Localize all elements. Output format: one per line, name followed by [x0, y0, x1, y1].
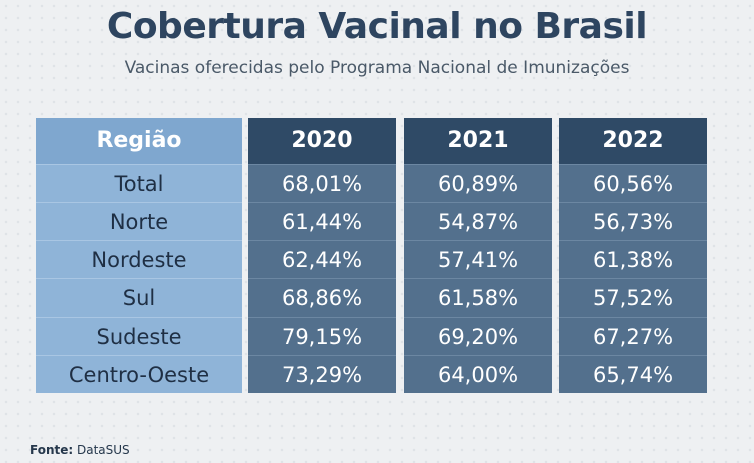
source-value: DataSUS: [77, 443, 130, 457]
region-cell: Sudeste: [36, 316, 242, 355]
value-cell: 57,52%: [559, 278, 707, 316]
year-column-2021: 2021 60,89% 54,87% 57,41% 61,58% 69,20% 64,00…: [404, 118, 552, 393]
value-cell: 61,38%: [559, 240, 707, 278]
value-cell: 69,20%: [404, 316, 552, 355]
year-column-2020: 2020 68,01% 61,44% 62,44% 68,86% 79,15% 73,29…: [248, 118, 396, 393]
value-cell: 68,01%: [248, 164, 396, 202]
header-year-2022: 2022: [559, 118, 707, 164]
value-cell: 73,29%: [248, 354, 396, 393]
region-cell: Centro-Oeste: [36, 354, 242, 393]
region-rows: Total Norte Nordeste Sul Sudeste Centro-Oeste: [36, 164, 242, 393]
source-note: Fonte: DataSUS: [30, 443, 130, 457]
year-column-2022: 2022 60,56% 56,73% 61,38% 57,52% 67,27% 65,74…: [559, 118, 707, 393]
value-cell: 64,00%: [404, 354, 552, 393]
chart-title: Cobertura Vacinal no Brasil: [106, 6, 648, 47]
chart-subtitle: Vacinas oferecidas pelo Programa Naciona…: [124, 58, 630, 78]
value-cell: 62,44%: [248, 240, 396, 278]
region-column: Região Total Norte Nordeste Sul Sudeste Centr…: [36, 118, 242, 393]
region-cell: Total: [36, 164, 242, 202]
rows-2021: 60,89% 54,87% 57,41% 61,58% 69,20% 64,00%: [404, 164, 552, 393]
value-cell: 57,41%: [404, 240, 552, 278]
value-cell: 67,27%: [559, 316, 707, 355]
header-year-2021: 2021: [404, 118, 552, 164]
source-label: Fonte:: [30, 443, 74, 457]
value-cell: 65,74%: [559, 354, 707, 393]
header-region: Região: [36, 118, 242, 164]
value-cell: 61,44%: [248, 202, 396, 240]
value-cell: 54,87%: [404, 202, 552, 240]
region-cell: Sul: [36, 278, 242, 316]
rows-2020: 68,01% 61,44% 62,44% 68,86% 79,15% 73,29%: [248, 164, 396, 393]
value-cell: 79,15%: [248, 316, 396, 355]
value-cell: 68,86%: [248, 278, 396, 316]
value-cell: 61,58%: [404, 278, 552, 316]
region-cell: Norte: [36, 202, 242, 240]
rows-2022: 60,56% 56,73% 61,38% 57,52% 67,27% 65,74%: [559, 164, 707, 393]
value-cell: 56,73%: [559, 202, 707, 240]
value-cell: 60,56%: [559, 164, 707, 202]
value-cell: 60,89%: [404, 164, 552, 202]
coverage-table: Região Total Norte Nordeste Sul Sudeste Centr…: [36, 118, 712, 393]
header-year-2020: 2020: [248, 118, 396, 164]
region-cell: Nordeste: [36, 240, 242, 278]
